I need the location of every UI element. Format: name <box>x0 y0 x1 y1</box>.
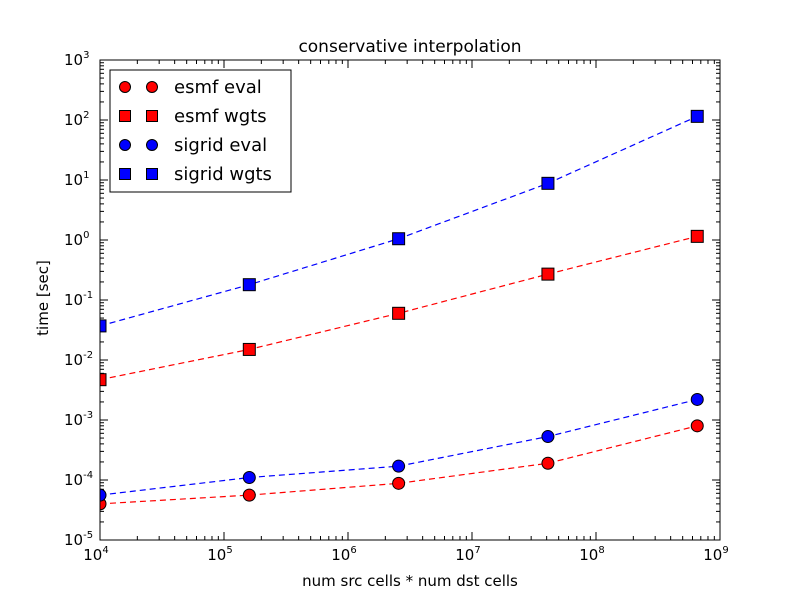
y-tick-base: 10 <box>64 291 83 309</box>
plot-area: 104 105 106 107 108 10910-510-410-310-210-110… <box>64 50 729 564</box>
x-tick-exponent: 9 <box>722 545 728 556</box>
legend-box <box>109 69 292 193</box>
series-esmf-eval <box>100 419 704 511</box>
data-point-esmf-wgts <box>541 267 555 281</box>
y-tick-label: 10-5 <box>64 530 93 549</box>
legend-marker <box>146 81 158 93</box>
x-tick-base: 10 <box>207 546 226 564</box>
y-tick-exponent: -3 <box>83 410 93 421</box>
data-point-esmf-wgts <box>242 342 256 356</box>
x-tick-exponent: 8 <box>598 545 604 556</box>
data-point-esmf-wgts <box>392 306 406 320</box>
x-axis-label: num src cells * num dst cells <box>302 572 518 590</box>
legend: esmf eval esmf wgts sigrid eval sigrid wgts <box>109 69 292 193</box>
y-tick-base: 10 <box>64 111 83 129</box>
x-tick-label: 104 <box>83 545 108 564</box>
series-sigrid-wgts <box>100 109 704 333</box>
y-tick-label: 10-2 <box>64 350 93 369</box>
x-tick-label: 107 <box>455 545 480 564</box>
data-point-sigrid-eval <box>690 392 704 406</box>
y-tick-exponent: 1 <box>83 170 89 181</box>
y-tick-exponent: 0 <box>83 230 89 241</box>
y-tick-label: 101 <box>64 170 89 189</box>
legend-item-sigrid-wgts: sigrid wgts <box>119 164 272 185</box>
data-point-sigrid-wgts <box>100 319 107 333</box>
x-tick-label: 106 <box>331 545 356 564</box>
y-tick-exponent: -2 <box>83 350 93 361</box>
data-layer <box>100 109 704 511</box>
legend-marker <box>146 139 158 151</box>
y-tick-exponent: 3 <box>83 50 89 61</box>
legend-item-sigrid-eval: sigrid eval <box>119 135 267 156</box>
legend-item-esmf-wgts: esmf wgts <box>119 106 267 127</box>
y-tick-exponent: -1 <box>83 290 93 301</box>
data-point-esmf-eval <box>392 476 406 490</box>
legend-label: esmf eval <box>174 77 262 98</box>
y-tick-exponent: 2 <box>83 110 89 121</box>
x-tick-base: 10 <box>331 546 350 564</box>
x-tick-exponent: 4 <box>102 545 108 556</box>
y-tick-base: 10 <box>64 171 83 189</box>
y-tick-base: 10 <box>64 531 83 549</box>
data-point-sigrid-eval <box>242 471 256 485</box>
y-tick-base: 10 <box>64 351 83 369</box>
data-point-sigrid-wgts <box>690 109 704 123</box>
y-tick-label: 10-4 <box>64 470 93 489</box>
y-axis-label: time [sec] <box>34 260 52 336</box>
data-point-esmf-eval <box>690 419 704 433</box>
y-tick-base: 10 <box>64 411 83 429</box>
data-point-esmf-wgts <box>690 229 704 243</box>
x-tick-base: 10 <box>703 546 722 564</box>
x-tick-base: 10 <box>83 546 102 564</box>
data-point-esmf-wgts <box>100 373 107 387</box>
y-tick-base: 10 <box>64 471 83 489</box>
data-point-esmf-eval <box>242 488 256 502</box>
series-sigrid-eval <box>100 392 704 502</box>
y-tick-base: 10 <box>64 231 83 249</box>
chart-title: conservative interpolation <box>298 37 521 57</box>
y-tick-label: 10-3 <box>64 410 93 429</box>
x-tick-base: 10 <box>455 546 474 564</box>
legend-label: sigrid eval <box>174 135 267 156</box>
data-point-sigrid-wgts <box>541 176 555 190</box>
legend-label: esmf wgts <box>174 106 267 127</box>
legend-marker <box>119 168 131 180</box>
x-tick-exponent: 6 <box>350 545 356 556</box>
data-point-sigrid-wgts <box>392 232 406 246</box>
data-point-sigrid-eval <box>392 459 406 473</box>
x-tick-label: 109 <box>703 545 728 564</box>
y-tick-label: 102 <box>64 110 89 129</box>
legend-marker <box>119 81 131 93</box>
x-tick-exponent: 5 <box>226 545 232 556</box>
data-point-sigrid-eval <box>100 488 107 502</box>
series-line-esmf-eval <box>100 425 698 505</box>
series-esmf-wgts <box>100 229 704 387</box>
x-tick-base: 10 <box>579 546 598 564</box>
y-tick-base: 10 <box>64 51 83 69</box>
y-tick-label: 103 <box>64 50 89 69</box>
legend-label: sigrid wgts <box>174 164 272 185</box>
legend-marker <box>119 139 131 151</box>
data-point-esmf-eval <box>541 456 555 470</box>
legend-item-esmf-eval: esmf eval <box>119 77 262 98</box>
y-tick-label: 10-1 <box>64 290 93 309</box>
y-tick-exponent: -5 <box>83 530 93 541</box>
y-tick-label: 100 <box>64 230 89 249</box>
legend-marker <box>119 110 131 122</box>
x-tick-label: 105 <box>207 545 232 564</box>
legend-marker <box>146 168 158 180</box>
legend-marker <box>146 110 158 122</box>
x-tick-exponent: 7 <box>474 545 480 556</box>
data-point-sigrid-eval <box>541 430 555 444</box>
y-tick-exponent: -4 <box>83 470 93 481</box>
axes-frame <box>99 59 721 541</box>
x-tick-label: 108 <box>579 545 604 564</box>
data-point-sigrid-wgts <box>242 278 256 292</box>
